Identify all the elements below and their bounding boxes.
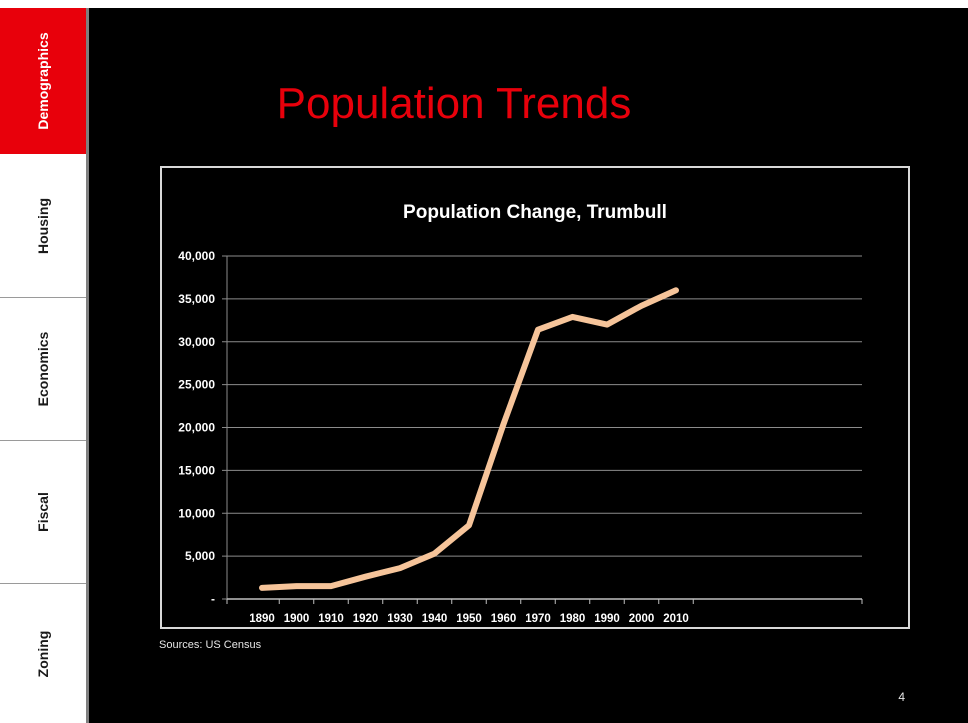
sources-note: Sources: US Census bbox=[159, 639, 262, 651]
chart-axes bbox=[222, 255, 863, 604]
slide-title: Population Trends bbox=[276, 79, 632, 128]
section-sidebar: Demographics Housing Economics Fiscal Zo… bbox=[0, 8, 89, 723]
chart-svg: Population Change, Trumbull - 5,000 10,000… bbox=[178, 202, 863, 625]
tab-fiscal[interactable]: Fiscal bbox=[0, 441, 86, 584]
x-tick-label: 1900 bbox=[284, 613, 310, 625]
x-tick-label: 1940 bbox=[422, 613, 448, 625]
population-chart: Population Change, Trumbull - 5,000 10,000… bbox=[160, 166, 910, 629]
page-number: 4 bbox=[898, 690, 905, 704]
tab-housing-label: Housing bbox=[35, 198, 51, 254]
y-tick-label: 15,000 bbox=[178, 463, 215, 477]
y-tick-label: - bbox=[211, 592, 215, 606]
tab-demographics-label: Demographics bbox=[35, 32, 51, 130]
x-tick-label: 1980 bbox=[560, 613, 586, 625]
x-tick-label: 1920 bbox=[353, 613, 379, 625]
x-tick-label: 1890 bbox=[249, 613, 275, 625]
chart-gridlines bbox=[227, 255, 862, 557]
population-series-line bbox=[259, 287, 679, 591]
tab-zoning[interactable]: Zoning bbox=[0, 584, 86, 723]
x-tick-label: 1950 bbox=[456, 613, 482, 625]
tab-demographics[interactable]: Demographics bbox=[0, 8, 86, 155]
x-tick-label: 1990 bbox=[594, 613, 620, 625]
y-tick-label: 35,000 bbox=[178, 292, 215, 306]
x-tick-label: 1960 bbox=[491, 613, 517, 625]
x-tick-label: 1970 bbox=[525, 613, 551, 625]
tab-housing[interactable]: Housing bbox=[0, 155, 86, 298]
tab-economics[interactable]: Economics bbox=[0, 298, 86, 441]
chart-series bbox=[259, 287, 679, 591]
tab-zoning-label: Zoning bbox=[35, 630, 51, 677]
y-tick-label: 5,000 bbox=[185, 549, 215, 563]
x-tick-label: 2010 bbox=[663, 613, 689, 625]
y-tick-label: 30,000 bbox=[178, 335, 215, 349]
x-tick-label: 1930 bbox=[387, 613, 413, 625]
chart-title: Population Change, Trumbull bbox=[403, 202, 667, 223]
x-tick-label: 1910 bbox=[318, 613, 344, 625]
tab-economics-label: Economics bbox=[35, 331, 51, 407]
x-axis-ticks: 1890 1900 1910 1920 1930 1940 1950 1960 1970 1980… bbox=[249, 613, 689, 625]
x-tick-label: 2000 bbox=[629, 613, 655, 625]
tab-fiscal-label: Fiscal bbox=[35, 492, 51, 532]
y-tick-label: 20,000 bbox=[178, 421, 215, 435]
y-axis-ticks: - 5,000 10,000 15,000 20,000 25,000 30,000 35,0… bbox=[178, 249, 215, 606]
y-tick-label: 25,000 bbox=[178, 378, 215, 392]
slide: Population Trends Population Change, Tru… bbox=[89, 8, 968, 723]
y-tick-label: 40,000 bbox=[178, 249, 215, 263]
y-tick-label: 10,000 bbox=[178, 506, 215, 520]
